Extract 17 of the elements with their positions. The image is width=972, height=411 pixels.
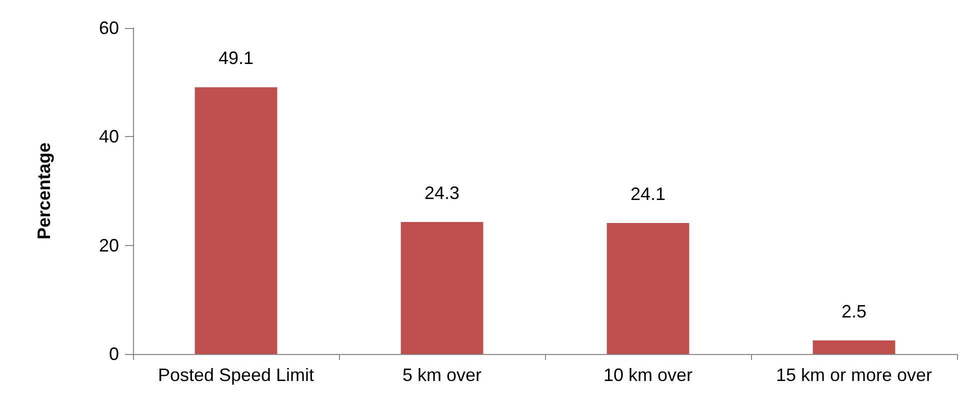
bar <box>194 87 278 354</box>
bar <box>812 340 896 354</box>
data-label: 24.1 <box>630 184 666 204</box>
bar <box>400 222 484 354</box>
x-tick-label: Posted Speed Limit <box>158 365 314 385</box>
data-label: 49.1 <box>218 48 254 68</box>
y-tick-label: 40 <box>98 126 119 147</box>
data-label: 24.3 <box>424 182 460 203</box>
x-tick-label: 5 km over <box>402 365 482 385</box>
x-tick-label: 15 km or more over <box>776 365 932 385</box>
y-tick-label: 0 <box>108 344 119 364</box>
y-tick-label: 20 <box>98 235 119 256</box>
data-label: 2.5 <box>841 301 867 322</box>
bar <box>606 223 690 354</box>
y-tick-label: 60 <box>98 18 119 38</box>
x-tick-label: 10 km over <box>603 365 693 385</box>
y-axis-title: Percentage <box>34 142 54 240</box>
